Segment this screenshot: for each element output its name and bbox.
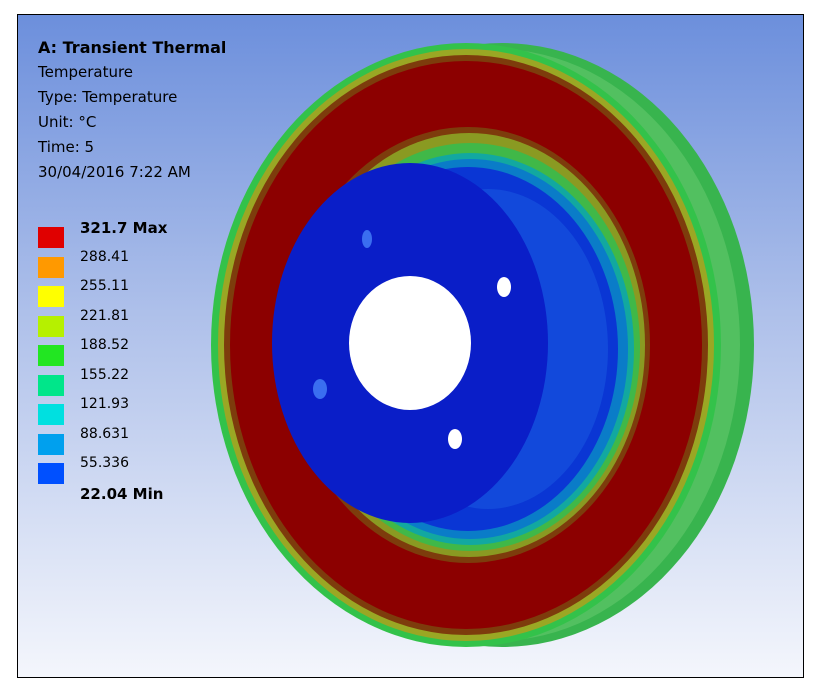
legend-swatch [38, 315, 64, 337]
legend-value[interactable]: 55.336 [80, 455, 129, 471]
result-name: Temperature [38, 63, 134, 81]
bolt-hole-left [313, 379, 327, 399]
legend-swatch [38, 345, 64, 366]
legend-value[interactable]: 121.93 [80, 396, 129, 412]
brake-disc-model[interactable] [18, 15, 803, 677]
legend-swatch [38, 227, 64, 248]
result-info-panel: A: Transient Thermal Temperature Type: T… [38, 35, 226, 185]
legend-swatch [38, 433, 64, 455]
legend-value[interactable]: 88.631 [80, 425, 129, 442]
result-timestamp: 30/04/2016 7:22 AM [38, 163, 191, 181]
legend-value[interactable]: 255.11 [80, 278, 129, 294]
legend-swatch [38, 286, 64, 307]
bolt-hole-right [497, 277, 511, 297]
legend-swatch [38, 374, 64, 396]
graphics-viewport[interactable]: A: Transient Thermal Temperature Type: T… [17, 14, 804, 678]
result-type: Type: Temperature [38, 88, 178, 106]
legend-value[interactable]: 155.22 [80, 366, 129, 383]
bolt-hole-bottom [448, 429, 462, 449]
legend-swatch [38, 463, 64, 484]
analysis-title: A: Transient Thermal [38, 38, 227, 57]
legend-value[interactable]: 188.52 [80, 337, 129, 353]
legend-value[interactable]: 288.41 [80, 248, 129, 265]
legend-swatch [38, 256, 64, 278]
legend-value[interactable]: 221.81 [80, 307, 129, 324]
legend-swatch [38, 404, 64, 425]
result-time: Time: 5 [38, 138, 95, 156]
bolt-hole-top [362, 230, 372, 248]
legend-value[interactable]: 22.04 Min [80, 484, 164, 503]
legend-value[interactable]: 321.7 Max [80, 219, 168, 237]
result-unit: Unit: °C [38, 113, 97, 131]
center-bore [349, 276, 471, 410]
